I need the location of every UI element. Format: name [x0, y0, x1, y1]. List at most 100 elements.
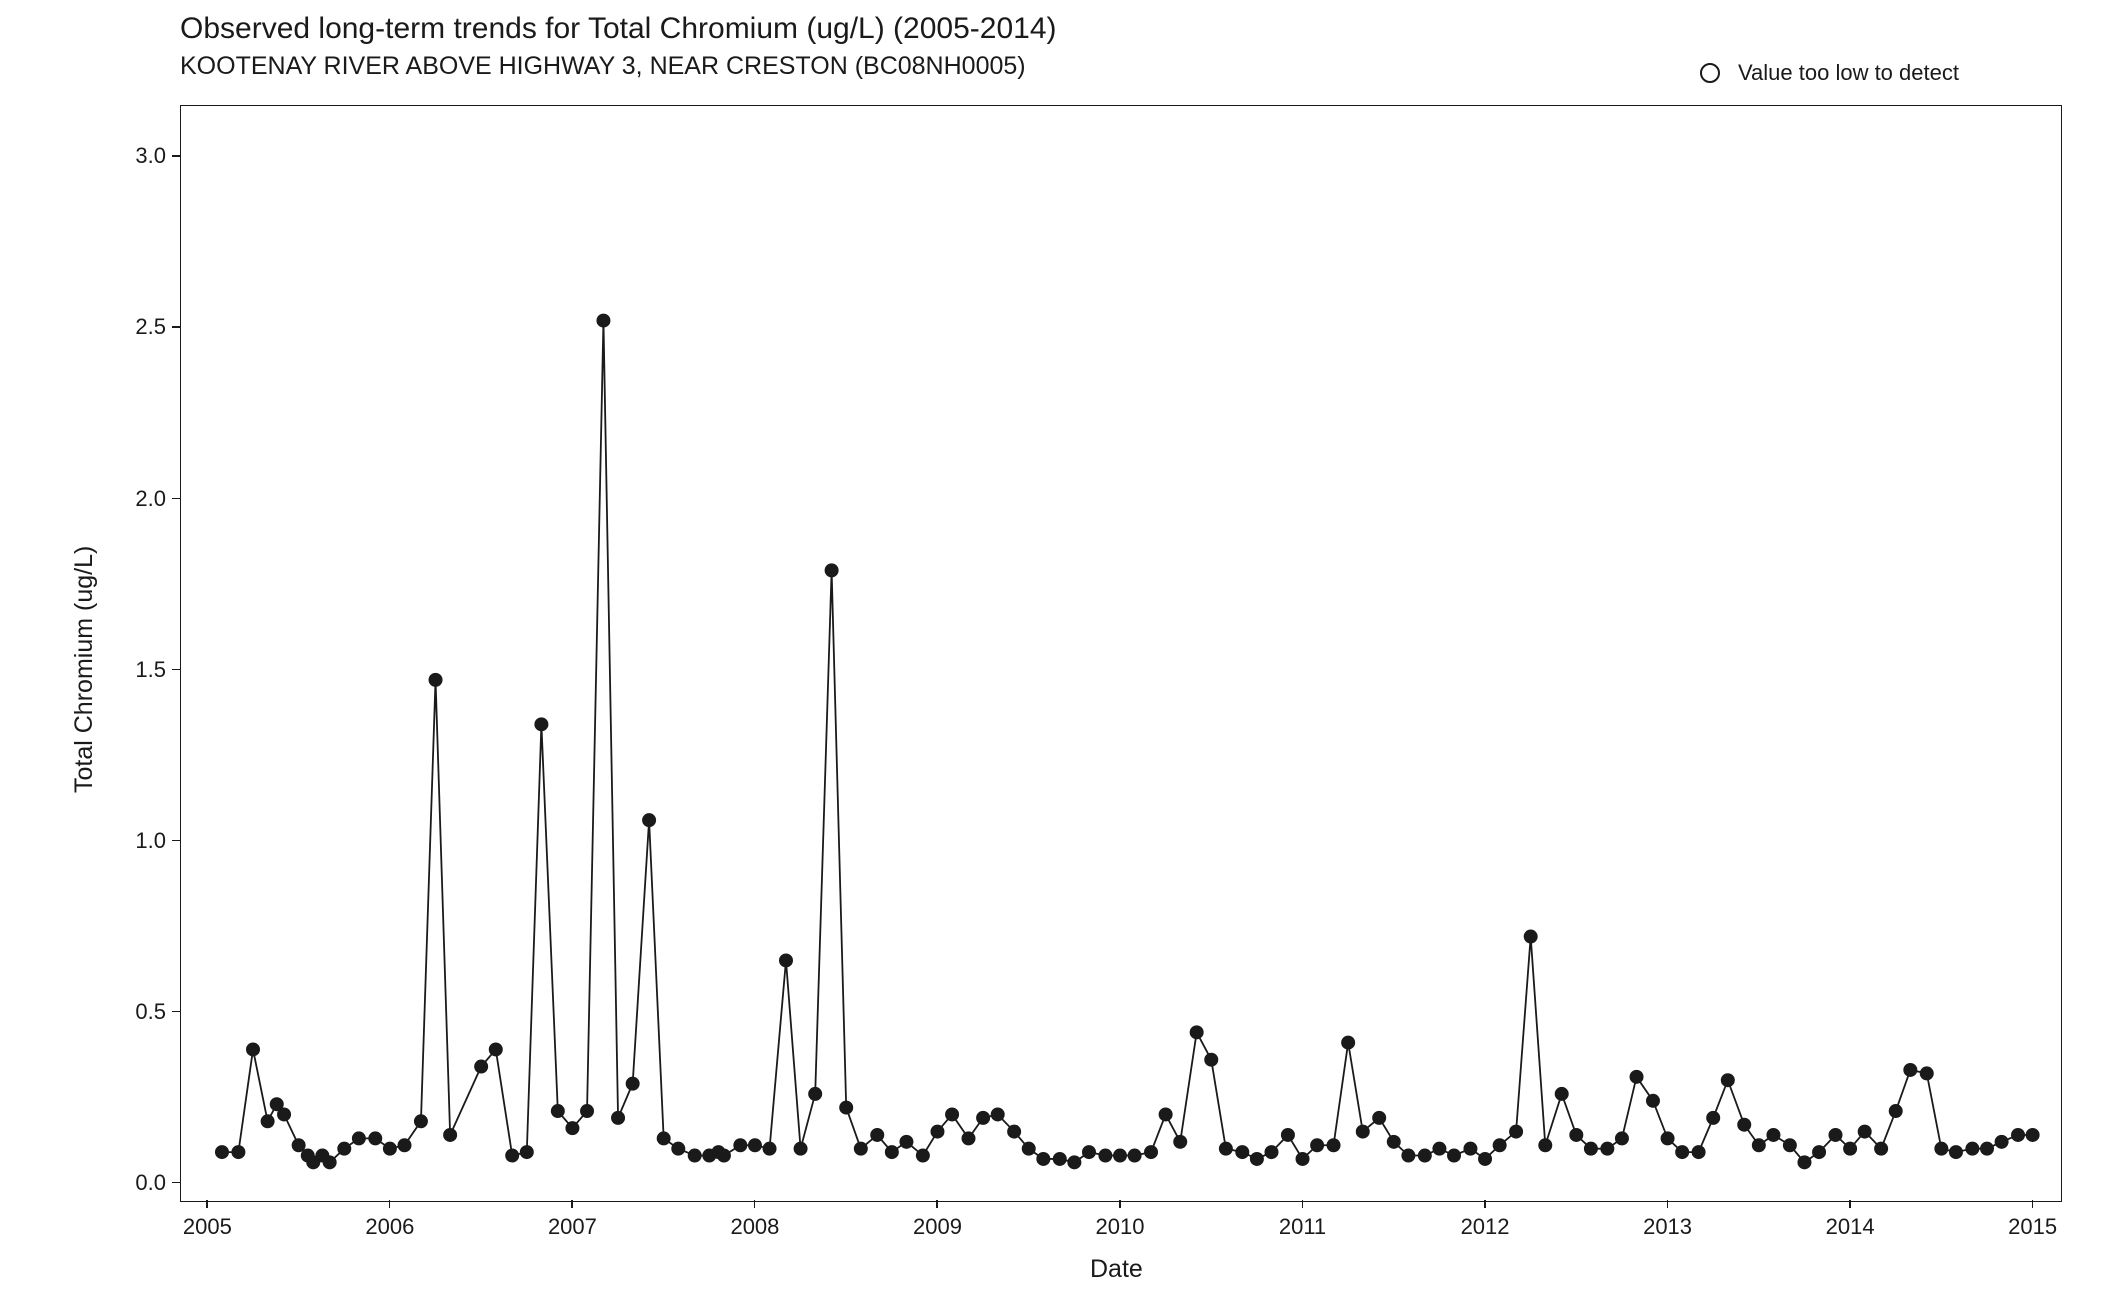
- y-tick: [172, 669, 180, 671]
- y-tick-label: 0.5: [135, 999, 166, 1025]
- data-point: [1844, 1142, 1857, 1155]
- data-point: [1493, 1139, 1506, 1152]
- chart-container: Observed long-term trends for Total Chro…: [0, 0, 2112, 1309]
- data-point: [1250, 1152, 1263, 1165]
- x-tick: [1484, 1200, 1486, 1208]
- data-point: [809, 1087, 822, 1100]
- x-tick: [571, 1200, 573, 1208]
- data-point: [1114, 1149, 1127, 1162]
- data-point: [1904, 1063, 1917, 1076]
- data-point: [1949, 1146, 1962, 1159]
- data-point: [900, 1135, 913, 1148]
- x-tick-label: 2013: [1643, 1214, 1692, 1240]
- data-point: [1037, 1152, 1050, 1165]
- data-point: [1190, 1026, 1203, 1039]
- data-point: [1265, 1146, 1278, 1159]
- data-point: [278, 1108, 291, 1121]
- data-point: [763, 1142, 776, 1155]
- data-point: [1236, 1146, 1249, 1159]
- data-point: [489, 1043, 502, 1056]
- y-tick: [172, 840, 180, 842]
- data-point: [352, 1132, 365, 1145]
- data-point: [1767, 1128, 1780, 1141]
- x-tick-label: 2011: [1279, 1214, 1326, 1240]
- y-tick: [172, 155, 180, 157]
- x-tick-label: 2008: [730, 1214, 779, 1240]
- data-point: [292, 1139, 305, 1152]
- data-point: [734, 1139, 747, 1152]
- data-point: [1022, 1142, 1035, 1155]
- data-point: [612, 1111, 625, 1124]
- data-point: [520, 1146, 533, 1159]
- data-point: [1721, 1074, 1734, 1087]
- data-point: [825, 564, 838, 577]
- y-tick-label: 3.0: [135, 143, 166, 169]
- data-point: [2026, 1128, 2039, 1141]
- data-point: [1356, 1125, 1369, 1138]
- data-point: [506, 1149, 519, 1162]
- data-line: [222, 321, 2033, 1163]
- data-point: [1402, 1149, 1415, 1162]
- data-point: [551, 1105, 564, 1118]
- data-point: [1858, 1125, 1871, 1138]
- data-point: [854, 1142, 867, 1155]
- data-point: [261, 1115, 274, 1128]
- x-tick: [1302, 1200, 1304, 1208]
- data-point: [1524, 930, 1537, 943]
- x-tick: [1667, 1200, 1669, 1208]
- data-point: [1995, 1135, 2008, 1148]
- data-point: [946, 1108, 959, 1121]
- data-point: [1342, 1036, 1355, 1049]
- data-point: [338, 1142, 351, 1155]
- x-tick-label: 2014: [1826, 1214, 1875, 1240]
- data-point: [1145, 1146, 1158, 1159]
- x-tick: [1849, 1200, 1851, 1208]
- data-point: [566, 1122, 579, 1135]
- data-point: [688, 1149, 701, 1162]
- data-point: [1920, 1067, 1933, 1080]
- data-point: [1875, 1142, 1888, 1155]
- data-point: [1980, 1142, 1993, 1155]
- y-tick-label: 2.5: [135, 314, 166, 340]
- data-point: [1584, 1142, 1597, 1155]
- data-point: [535, 718, 548, 731]
- data-point: [1738, 1118, 1751, 1131]
- data-point: [581, 1105, 594, 1118]
- data-point: [1601, 1142, 1614, 1155]
- data-point: [1570, 1128, 1583, 1141]
- data-point: [444, 1128, 457, 1141]
- y-tick: [172, 1011, 180, 1013]
- x-tick-label: 2012: [1461, 1214, 1510, 1240]
- data-point: [1630, 1070, 1643, 1083]
- y-tick: [172, 1182, 180, 1184]
- data-point: [1783, 1139, 1796, 1152]
- data-point: [1479, 1152, 1492, 1165]
- data-point: [1448, 1149, 1461, 1162]
- data-point: [1555, 1087, 1568, 1100]
- x-tick-label: 2009: [913, 1214, 962, 1240]
- data-point: [597, 314, 610, 327]
- x-tick: [936, 1200, 938, 1208]
- data-point: [1692, 1146, 1705, 1159]
- data-point: [840, 1101, 853, 1114]
- data-point: [672, 1142, 685, 1155]
- data-point: [1646, 1094, 1659, 1107]
- data-point: [991, 1108, 1004, 1121]
- data-point: [1813, 1146, 1826, 1159]
- data-point: [1099, 1149, 1112, 1162]
- data-point: [475, 1060, 488, 1073]
- data-point: [215, 1146, 228, 1159]
- y-tick: [172, 498, 180, 500]
- data-point: [414, 1115, 427, 1128]
- y-tick: [172, 326, 180, 328]
- data-point: [794, 1142, 807, 1155]
- data-point: [1053, 1152, 1066, 1165]
- data-point: [871, 1128, 884, 1141]
- x-tick: [1119, 1200, 1121, 1208]
- data-point: [977, 1111, 990, 1124]
- x-tick: [754, 1200, 756, 1208]
- y-tick-label: 1.0: [135, 828, 166, 854]
- x-tick: [389, 1200, 391, 1208]
- x-tick-label: 2006: [365, 1214, 414, 1240]
- data-point: [1082, 1146, 1095, 1159]
